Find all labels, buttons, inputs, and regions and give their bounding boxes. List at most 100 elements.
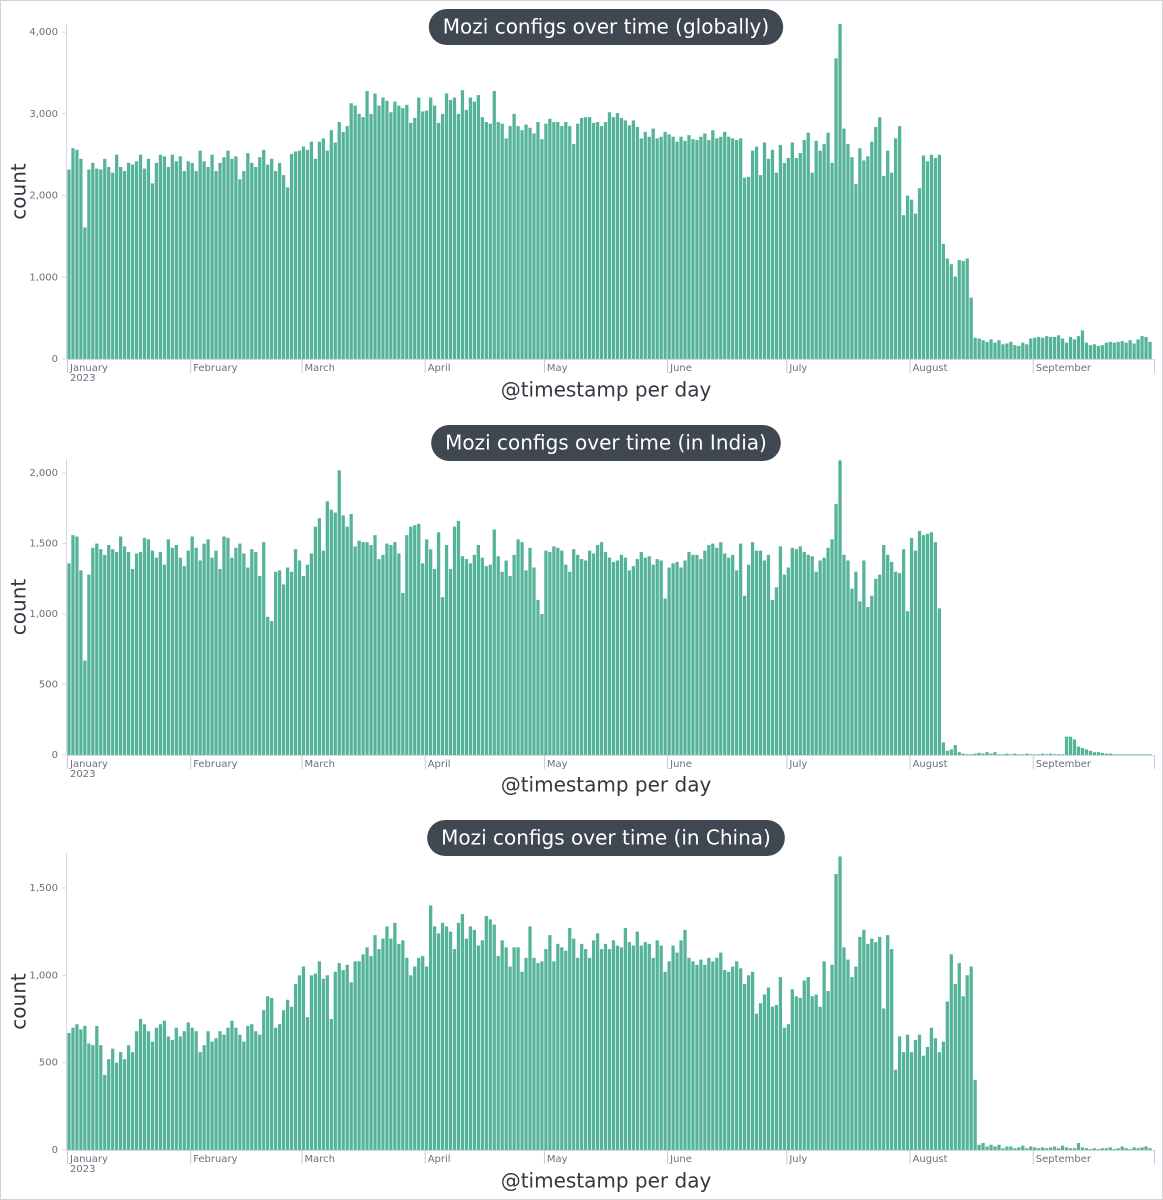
bar bbox=[850, 977, 854, 1150]
bar bbox=[504, 560, 508, 755]
bar bbox=[564, 564, 568, 755]
bar bbox=[909, 199, 914, 359]
bar bbox=[643, 131, 647, 359]
bar bbox=[277, 1024, 282, 1150]
bar bbox=[524, 570, 528, 755]
bar bbox=[798, 153, 802, 359]
bar bbox=[1148, 341, 1152, 359]
bar bbox=[417, 957, 421, 1150]
bar bbox=[1017, 345, 1021, 359]
x-tick-label: June bbox=[669, 759, 692, 770]
bar bbox=[83, 660, 87, 755]
bar bbox=[643, 942, 647, 1150]
bar bbox=[218, 162, 222, 359]
bar bbox=[389, 112, 393, 360]
bar bbox=[182, 566, 186, 755]
bar bbox=[1013, 345, 1017, 359]
bar bbox=[476, 95, 480, 360]
bar bbox=[242, 1041, 246, 1150]
bar bbox=[1013, 1148, 1017, 1150]
bar bbox=[631, 120, 635, 359]
bar bbox=[357, 961, 361, 1150]
bar bbox=[1096, 1149, 1100, 1150]
bar bbox=[862, 929, 866, 1150]
bar bbox=[671, 563, 675, 755]
bar bbox=[587, 957, 592, 1150]
bar bbox=[750, 150, 755, 359]
bar bbox=[874, 126, 878, 359]
bar bbox=[115, 154, 119, 359]
bar bbox=[762, 560, 767, 755]
bar bbox=[103, 554, 107, 755]
bar bbox=[826, 991, 830, 1150]
bar bbox=[1080, 747, 1085, 755]
bar bbox=[746, 176, 751, 359]
bar bbox=[1033, 754, 1037, 755]
bar bbox=[305, 564, 310, 755]
bar bbox=[1120, 754, 1124, 755]
bar bbox=[301, 966, 306, 1150]
bar bbox=[941, 742, 945, 755]
bar bbox=[103, 1074, 107, 1150]
y-tick-label: 1,500 bbox=[29, 539, 58, 550]
bar bbox=[373, 535, 377, 755]
bar bbox=[838, 856, 842, 1150]
bar bbox=[536, 599, 540, 755]
bar bbox=[735, 140, 739, 359]
bar bbox=[369, 956, 373, 1150]
bar bbox=[599, 126, 604, 359]
bar bbox=[142, 537, 147, 755]
bar bbox=[401, 108, 405, 359]
bar bbox=[488, 919, 492, 1150]
bar bbox=[1041, 337, 1045, 359]
bar bbox=[1080, 330, 1085, 359]
bar bbox=[723, 553, 727, 755]
bar bbox=[266, 164, 270, 359]
bar bbox=[921, 1055, 926, 1150]
bar bbox=[186, 1022, 190, 1150]
bar bbox=[862, 560, 866, 755]
bar bbox=[897, 573, 902, 755]
bar bbox=[1128, 1149, 1132, 1150]
bar bbox=[409, 122, 413, 360]
bar bbox=[933, 542, 938, 755]
bar bbox=[611, 940, 616, 1150]
bar bbox=[277, 570, 282, 755]
bar bbox=[1005, 1146, 1009, 1150]
bar bbox=[826, 132, 830, 359]
bar bbox=[806, 132, 810, 359]
bar bbox=[254, 1031, 258, 1150]
bar bbox=[254, 552, 258, 755]
bar bbox=[651, 128, 655, 359]
bar bbox=[1140, 336, 1144, 359]
bar bbox=[1049, 1147, 1053, 1150]
bar bbox=[603, 122, 608, 359]
bar bbox=[905, 195, 910, 359]
bar bbox=[607, 557, 612, 755]
bar bbox=[301, 146, 306, 359]
bar bbox=[639, 945, 643, 1150]
bar bbox=[568, 571, 572, 755]
bar bbox=[381, 97, 385, 359]
bar bbox=[103, 158, 107, 359]
bar bbox=[727, 136, 731, 359]
bar bbox=[138, 552, 143, 755]
bar bbox=[683, 929, 687, 1150]
bar bbox=[1116, 1148, 1120, 1150]
bar bbox=[862, 160, 866, 359]
bar bbox=[663, 131, 667, 359]
bar bbox=[842, 947, 846, 1150]
bar bbox=[1037, 754, 1041, 755]
bar bbox=[580, 559, 584, 755]
bar bbox=[440, 597, 445, 755]
bar bbox=[452, 949, 457, 1150]
bar bbox=[810, 556, 814, 755]
bar bbox=[512, 554, 516, 755]
bar bbox=[882, 544, 886, 755]
bar bbox=[584, 117, 588, 360]
y-axis-title: count bbox=[7, 579, 31, 636]
bar bbox=[1104, 753, 1108, 755]
x-tick-label: September bbox=[1036, 363, 1092, 374]
bar bbox=[1049, 753, 1053, 755]
bar bbox=[568, 126, 572, 359]
